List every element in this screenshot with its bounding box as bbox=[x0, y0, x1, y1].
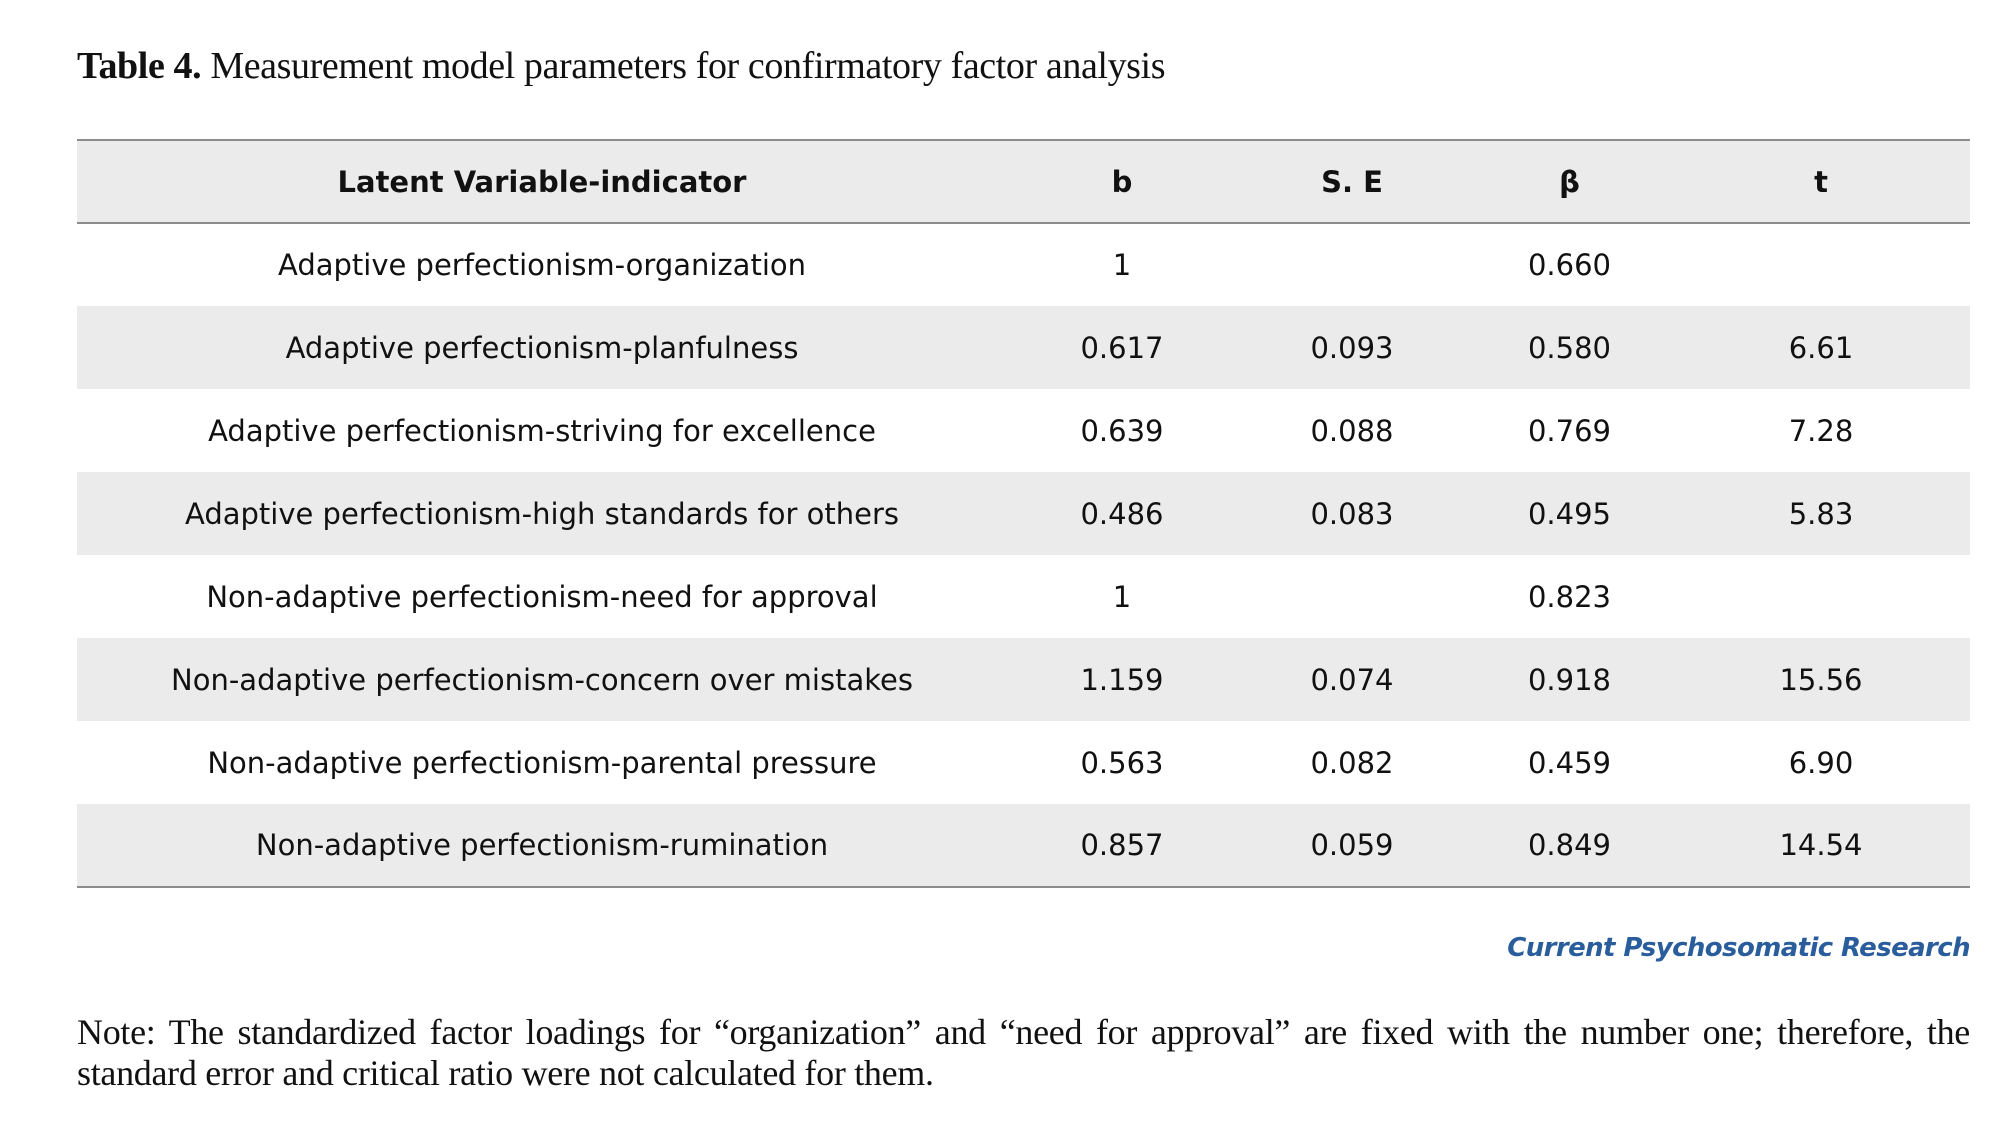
cell-se: 0.074 bbox=[1310, 662, 1394, 697]
column-header-beta: β bbox=[1559, 164, 1580, 199]
cell-beta: 0.769 bbox=[1527, 413, 1612, 448]
cell-t: 14.54 bbox=[1779, 828, 1863, 862]
cell-b: 1.159 bbox=[1080, 662, 1164, 697]
cell-b: 0.617 bbox=[1080, 330, 1164, 365]
cell-b: 1 bbox=[1112, 248, 1132, 282]
table-row: Adaptive perfectionism-planfulness 0.617… bbox=[77, 306, 1970, 389]
cell-t: 6.90 bbox=[1788, 745, 1854, 780]
cell-t: 6.61 bbox=[1788, 330, 1854, 365]
cell-se: 0.093 bbox=[1310, 330, 1394, 365]
cell-indicator: Adaptive perfectionism-striving for exce… bbox=[208, 413, 876, 448]
cell-t: 15.56 bbox=[1779, 662, 1863, 697]
table-row: Adaptive perfectionism-striving for exce… bbox=[77, 389, 1970, 472]
column-header-t: t bbox=[1814, 164, 1828, 199]
cell-beta: 0.495 bbox=[1527, 496, 1612, 531]
cell-t bbox=[1672, 555, 1970, 638]
cell-beta: 0.580 bbox=[1527, 330, 1612, 365]
measurement-model-table: Latent Variable-indicator b S. E β t Ada… bbox=[77, 139, 1970, 888]
cell-indicator: Adaptive perfectionism-planfulness bbox=[285, 330, 799, 365]
cell-beta: 0.459 bbox=[1527, 745, 1612, 780]
table-caption-label: Table 4. bbox=[77, 45, 202, 87]
cell-se: 0.088 bbox=[1310, 413, 1394, 448]
table-row: Adaptive perfectionism-high standards fo… bbox=[77, 472, 1970, 555]
cell-t: 7.28 bbox=[1788, 413, 1854, 448]
cell-indicator: Non-adaptive perfectionism-concern over … bbox=[171, 662, 913, 697]
cell-indicator: Non-adaptive perfectionism-rumination bbox=[255, 828, 829, 862]
table-row: Non-adaptive perfectionism-concern over … bbox=[77, 638, 1970, 721]
cell-se: 0.082 bbox=[1310, 745, 1394, 780]
table-caption-text: Measurement model parameters for confirm… bbox=[210, 45, 1166, 87]
column-header-indicator: Latent Variable-indicator bbox=[337, 164, 747, 199]
table-row: Non-adaptive perfectionism-parental pres… bbox=[77, 721, 1970, 804]
table-row: Adaptive perfectionism-organization 1 0.… bbox=[77, 223, 1970, 306]
cell-t bbox=[1672, 223, 1970, 306]
cell-se: 0.059 bbox=[1310, 828, 1394, 862]
table-header-row: Latent Variable-indicator b S. E β t bbox=[77, 140, 1970, 223]
cell-indicator: Adaptive perfectionism-organization bbox=[277, 248, 807, 282]
column-header-se: S. E bbox=[1321, 164, 1383, 199]
cell-b: 0.486 bbox=[1080, 496, 1164, 531]
cell-se bbox=[1237, 555, 1467, 638]
cell-b: 0.639 bbox=[1080, 413, 1164, 448]
cell-indicator: Non-adaptive perfectionism-parental pres… bbox=[207, 745, 877, 780]
cell-beta: 0.918 bbox=[1527, 662, 1612, 697]
cell-b: 0.857 bbox=[1080, 828, 1164, 862]
table-row: Non-adaptive perfectionism-need for appr… bbox=[77, 555, 1970, 638]
cell-se: 0.083 bbox=[1310, 496, 1394, 531]
table-caption: Table 4. Measurement model parameters fo… bbox=[77, 44, 1166, 88]
table-note: Note: The standardized factor loadings f… bbox=[77, 1012, 1970, 1093]
journal-brand-logo: Current Psychosomatic Research bbox=[1507, 933, 1970, 963]
table-row: Non-adaptive perfectionism-rumination 0.… bbox=[77, 804, 1970, 887]
cell-b: 1 bbox=[1112, 579, 1132, 614]
cell-beta: 0.660 bbox=[1527, 248, 1612, 282]
cell-beta: 0.849 bbox=[1527, 828, 1612, 862]
cell-t: 5.83 bbox=[1788, 496, 1854, 531]
cell-beta: 0.823 bbox=[1527, 579, 1612, 614]
column-header-b: b bbox=[1111, 164, 1133, 199]
cell-b: 0.563 bbox=[1080, 745, 1164, 780]
cell-se bbox=[1237, 223, 1467, 306]
cell-indicator: Non-adaptive perfectionism-need for appr… bbox=[206, 579, 878, 614]
cell-indicator: Adaptive perfectionism-high standards fo… bbox=[184, 496, 900, 531]
